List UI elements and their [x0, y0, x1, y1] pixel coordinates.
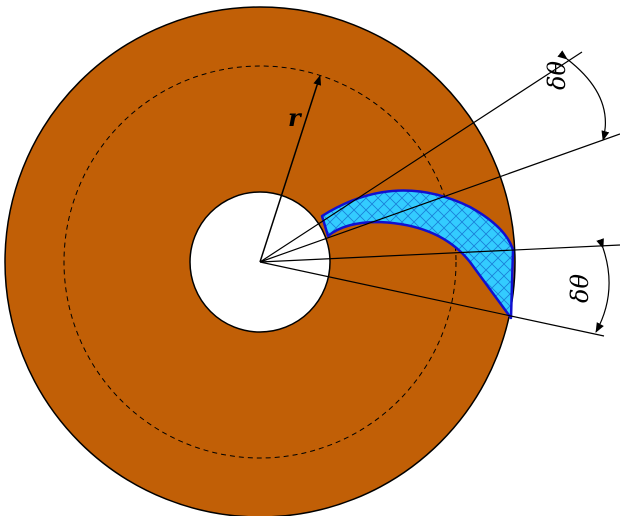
radius-arrow [259, 75, 322, 263]
angle-arc-bottom [595, 238, 610, 333]
radial-line-3 [259, 244, 620, 263]
radial-line-4 [259, 261, 605, 337]
blade-region [320, 189, 515, 320]
angle-label-bottom: δθ [566, 274, 594, 303]
radius-label: r [288, 103, 303, 132]
radial-line-1 [259, 51, 583, 263]
radial-lines [259, 51, 620, 337]
radial-line-2 [259, 133, 620, 263]
angle-label-top: δθ [543, 61, 571, 90]
angle-arc-top [557, 50, 610, 141]
radius-circle [63, 65, 457, 459]
